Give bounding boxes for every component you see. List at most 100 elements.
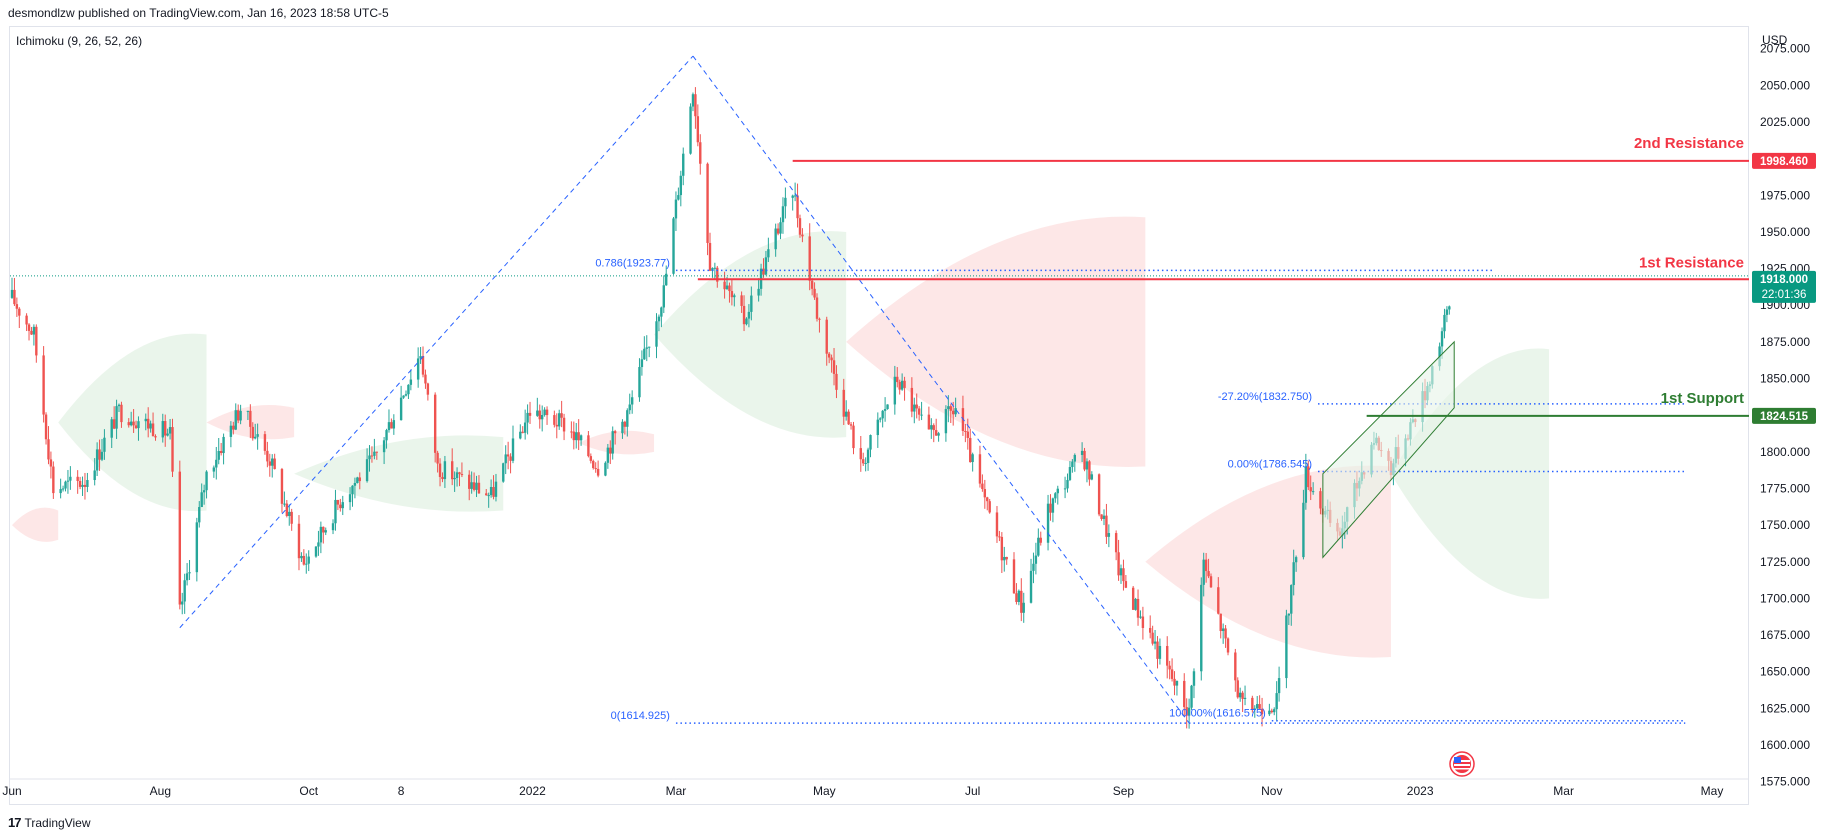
tradingview-footer[interactable]: 17 TradingView bbox=[8, 815, 91, 830]
fib-level-label: 0.00%(1786.545) bbox=[1228, 459, 1312, 471]
candle-body bbox=[813, 288, 816, 298]
x-tick-label: Jul bbox=[965, 784, 980, 798]
candle-body bbox=[198, 507, 201, 523]
candle-body bbox=[796, 195, 799, 219]
currency-label: USD bbox=[1762, 33, 1788, 47]
candle-body bbox=[528, 412, 532, 416]
y-tick-label: 1700.000 bbox=[1760, 591, 1810, 605]
candle-body bbox=[944, 409, 948, 434]
candle-body bbox=[1170, 669, 1174, 679]
y-tick-label: 1950.000 bbox=[1760, 225, 1810, 239]
candle-body bbox=[847, 411, 850, 425]
candle-body bbox=[852, 425, 855, 449]
candle-body bbox=[115, 406, 118, 429]
candle-body bbox=[1256, 704, 1259, 709]
candle-body bbox=[1238, 692, 1242, 698]
candle-body bbox=[808, 236, 811, 281]
candle-body bbox=[696, 116, 700, 143]
cloud-segment bbox=[1390, 348, 1550, 599]
candle-body bbox=[132, 421, 135, 426]
candle-body bbox=[592, 460, 595, 469]
candle-body bbox=[1029, 570, 1033, 603]
y-tick-label: 2025.000 bbox=[1760, 115, 1810, 129]
candle-body bbox=[341, 502, 344, 509]
candle-body bbox=[553, 415, 556, 425]
candle-body bbox=[835, 373, 838, 390]
candle-body bbox=[1090, 474, 1094, 480]
last-price-badge bbox=[1752, 270, 1816, 303]
candle-body bbox=[78, 480, 82, 487]
candle-body bbox=[1049, 503, 1052, 513]
x-tick-label: 8 bbox=[398, 784, 405, 798]
x-tick-label: Oct bbox=[299, 784, 318, 798]
candle-body bbox=[339, 504, 342, 509]
level-price-badge-text: 1824.515 bbox=[1760, 411, 1809, 423]
candle-body bbox=[1290, 585, 1293, 614]
candle-body bbox=[725, 285, 729, 290]
y-tick-label: 2075.000 bbox=[1760, 42, 1810, 56]
candle-body bbox=[44, 414, 48, 440]
candle-body bbox=[334, 499, 337, 524]
candle-body bbox=[387, 422, 391, 431]
candle-body bbox=[1183, 680, 1186, 708]
candle-body bbox=[596, 468, 600, 476]
candle-body bbox=[733, 295, 736, 298]
candle-body bbox=[560, 413, 563, 418]
y-tick-label: 2050.000 bbox=[1760, 78, 1810, 92]
y-tick-label: 1850.000 bbox=[1760, 372, 1810, 386]
candle-body bbox=[382, 440, 386, 453]
candle-body bbox=[640, 359, 644, 368]
x-tick-label: Mar bbox=[1553, 784, 1574, 798]
candle-body bbox=[1105, 515, 1108, 537]
candle-body bbox=[120, 404, 123, 423]
x-tick-label: May bbox=[813, 784, 836, 798]
candle-body bbox=[305, 563, 308, 565]
candle-body bbox=[526, 412, 529, 423]
candle-body bbox=[969, 437, 972, 463]
candle-body bbox=[370, 455, 374, 457]
candle-body bbox=[594, 468, 597, 470]
candle-body bbox=[195, 522, 199, 573]
candle-body bbox=[1100, 514, 1103, 519]
candle-body bbox=[900, 380, 904, 390]
candle-body bbox=[455, 472, 459, 479]
candle-body bbox=[784, 197, 787, 207]
candle-body bbox=[1200, 584, 1203, 672]
candle-body bbox=[1005, 556, 1008, 560]
candle-body bbox=[1448, 306, 1451, 310]
candle-body bbox=[577, 432, 580, 441]
candle-body bbox=[730, 291, 734, 298]
candle-body bbox=[1037, 537, 1040, 556]
candle-body bbox=[830, 357, 833, 361]
x-tick-label: May bbox=[1701, 784, 1724, 798]
candle-body bbox=[392, 420, 396, 429]
candle-body bbox=[375, 451, 379, 453]
candle-body bbox=[472, 482, 476, 490]
cloud-segment bbox=[846, 216, 1146, 467]
candle-body bbox=[93, 470, 96, 481]
fib-level-label: 0.786(1923.77) bbox=[595, 257, 670, 269]
candle-body bbox=[504, 454, 507, 464]
candle-body bbox=[1102, 515, 1106, 519]
candle-body bbox=[509, 456, 512, 461]
candle-body bbox=[995, 512, 999, 537]
candle-body bbox=[30, 330, 33, 335]
candle-body bbox=[1131, 587, 1135, 610]
candle-body bbox=[934, 430, 938, 436]
candle-body bbox=[1226, 638, 1230, 653]
candle-body bbox=[886, 404, 889, 410]
candle-body bbox=[1443, 314, 1446, 332]
candle-body bbox=[188, 572, 191, 574]
candle-body bbox=[331, 523, 335, 531]
candle-body bbox=[356, 477, 359, 483]
candle-body bbox=[419, 356, 422, 359]
candle-body bbox=[920, 414, 923, 416]
candle-body bbox=[832, 360, 836, 374]
candle-body bbox=[1175, 680, 1179, 686]
candle-body bbox=[988, 501, 991, 513]
candle-body bbox=[324, 530, 327, 533]
earnings-icon[interactable] bbox=[1449, 751, 1475, 777]
candle-body bbox=[519, 431, 522, 439]
indicator-label[interactable]: Ichimoku (9, 26, 52, 26) bbox=[16, 34, 143, 48]
